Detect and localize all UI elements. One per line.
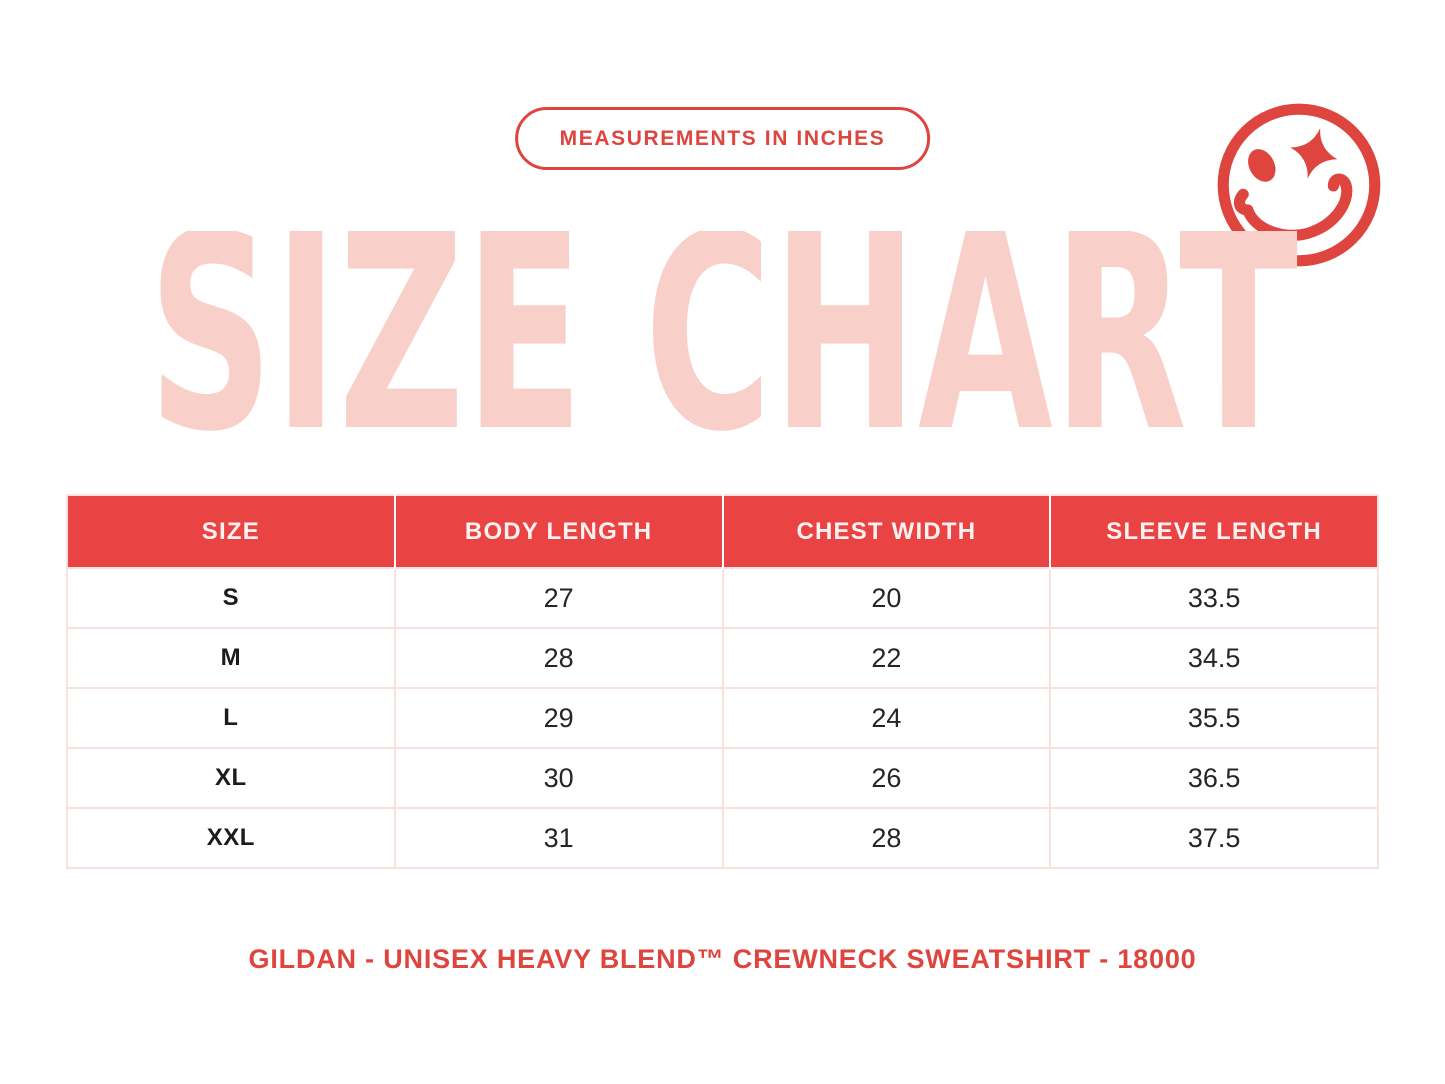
size-cell: M — [66, 627, 396, 689]
column-header: CHEST WIDTH — [721, 495, 1051, 568]
product-name: GILDAN - UNISEX HEAVY BLEND™ CREWNECK SW… — [248, 944, 1197, 974]
table-cell: 24 — [721, 687, 1052, 749]
smiley-left-eye — [1248, 149, 1276, 182]
table-cell: 20 — [721, 567, 1052, 629]
size-cell: XXL — [66, 807, 396, 869]
table-cell: 26 — [721, 747, 1052, 809]
header-row: SIZE BODY LENGTH CHEST WIDTH SLEEVE LENGTH — [67, 495, 1378, 568]
size-cell: XL — [66, 747, 396, 809]
size-cell: S — [66, 567, 396, 629]
table-cell: 34.5 — [1049, 627, 1379, 689]
table-row: L 29 24 35.5 — [66, 687, 1379, 749]
column-header: BODY LENGTH — [393, 495, 723, 568]
page-title-text: SIZE CHART — [147, 231, 1297, 438]
table-cell: 33.5 — [1049, 567, 1379, 629]
column-header: SIZE — [67, 495, 395, 568]
measurements-badge: MEASUREMENTS IN INCHES — [514, 107, 931, 170]
table-cell: 36.5 — [1049, 747, 1379, 809]
table-cell: 31 — [393, 807, 724, 869]
winking-smiley-icon — [1217, 103, 1381, 267]
smiley-smile — [1233, 173, 1353, 241]
table-cell: 35.5 — [1049, 687, 1379, 749]
table-cell: 28 — [393, 627, 724, 689]
page-title: SIZE CHART — [143, 177, 1303, 492]
smiley-face-outline — [1217, 103, 1381, 267]
table-cell: 37.5 — [1049, 807, 1379, 869]
size-table-header: SIZE BODY LENGTH CHEST WIDTH SLEEVE LENGTH — [67, 495, 1378, 568]
size-cell: L — [66, 687, 396, 749]
column-header: SLEEVE LENGTH — [1049, 495, 1378, 568]
table-row: M 28 22 34.5 — [66, 627, 1379, 689]
table-cell: 27 — [393, 567, 724, 629]
table-cell: 22 — [721, 627, 1052, 689]
size-table: SIZE BODY LENGTH CHEST WIDTH SLEEVE LENGTH … — [66, 494, 1379, 869]
size-table-body: S 27 20 33.5 M 28 22 34.5 L 29 24 35.5 XL 30 26 36.5 XXL… — [66, 567, 1379, 869]
table-row: XXL 31 28 37.5 — [66, 807, 1379, 869]
table-row: S 27 20 33.5 — [66, 567, 1379, 629]
smiley-sparkle-eye — [1290, 128, 1338, 179]
table-cell: 30 — [393, 747, 724, 809]
table-row: XL 30 26 36.5 — [66, 747, 1379, 809]
table-cell: 28 — [721, 807, 1052, 869]
measurements-badge-label: MEASUREMENTS IN INCHES — [559, 126, 886, 150]
table-cell: 29 — [393, 687, 724, 749]
